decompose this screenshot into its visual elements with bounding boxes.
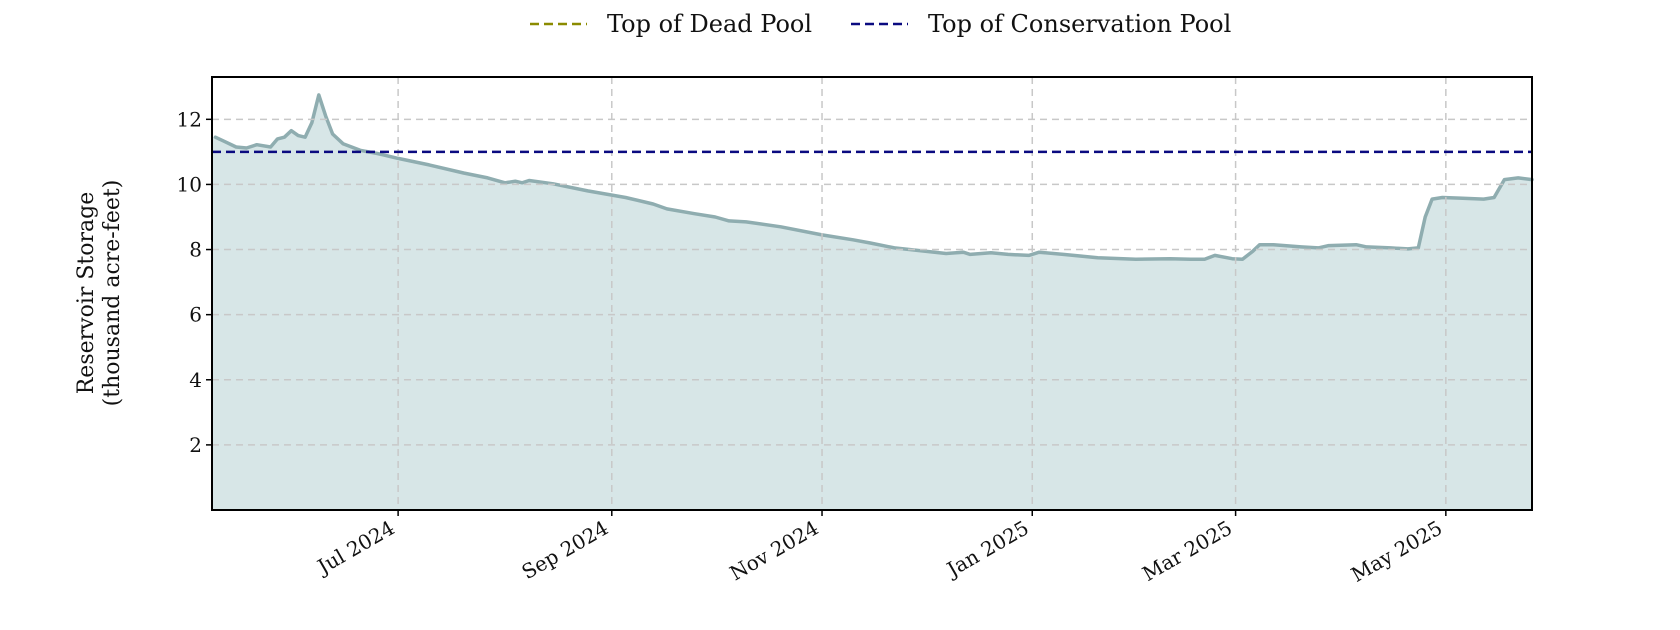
plot-frame	[211, 76, 1533, 511]
y-axis-label-line: (thousand acre-feet)	[100, 180, 125, 407]
x-tick-label: Sep 2024	[517, 516, 612, 585]
legend-label: Top of Conservation Pool	[928, 10, 1231, 38]
y-axis-label: Reservoir Storage(thousand acre-feet)	[74, 180, 125, 407]
y-tick-label: 6	[189, 303, 202, 327]
y-tick-label: 10	[177, 172, 202, 196]
x-tick-label: Mar 2025	[1138, 516, 1236, 586]
y-tick-label: 4	[189, 368, 202, 392]
y-axis-title: Reservoir Storage(thousand acre-feet)	[74, 180, 125, 407]
y-tick-label: 12	[177, 107, 202, 131]
series-line	[213, 93, 1534, 262]
x-tick-label: May 2025	[1347, 516, 1446, 587]
legend-label: Top of Dead Pool	[607, 10, 812, 38]
x-tick-label: Nov 2024	[726, 516, 823, 586]
y-axis-label-line: Reservoir Storage	[74, 192, 99, 395]
legend: Top of Dead Pool Top of Conservation Pool	[530, 10, 1231, 38]
x-tick-label: Jan 2025	[941, 516, 1033, 583]
x-tick-label: Jul 2024	[312, 516, 399, 580]
y-tick-label: 2	[189, 433, 202, 457]
series-area-fill	[213, 94, 1532, 511]
y-tick-label: 8	[189, 238, 202, 262]
plot-area: 2 4 6 8 10 12 Jul 2024 Sep 2024 Nov 2024 Jan 2025…	[177, 76, 1534, 587]
